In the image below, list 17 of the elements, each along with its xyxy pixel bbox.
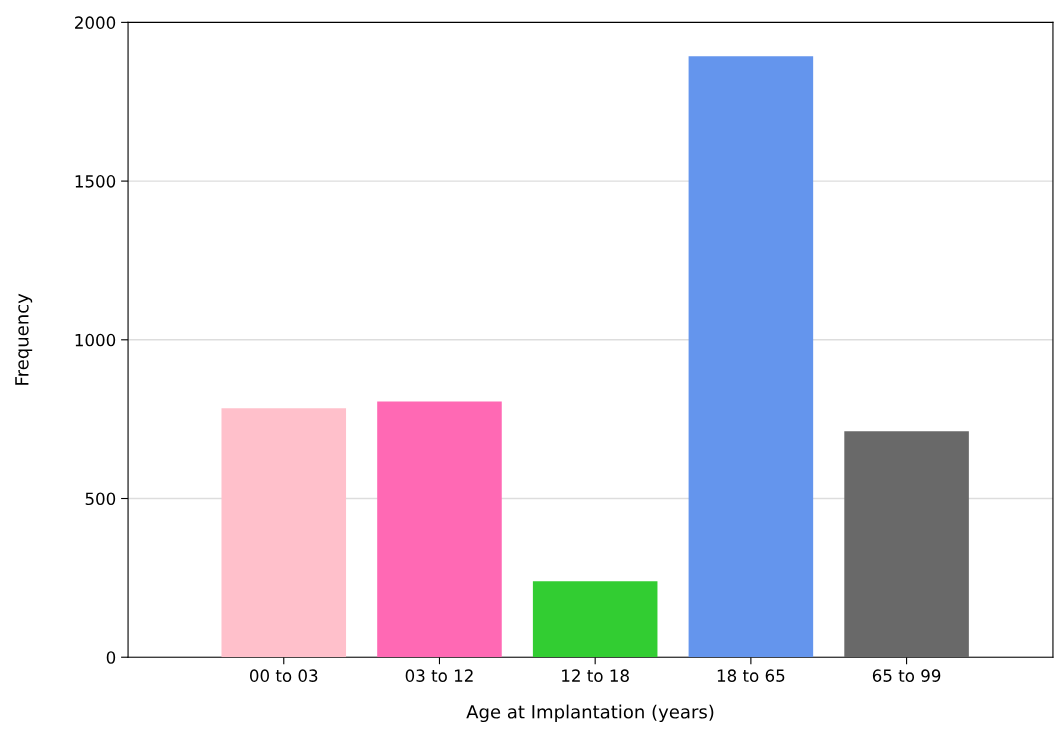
x-tick-label: 12 to 18 [562,669,629,682]
y-tick-label: 1500 [75,175,116,188]
x-tick-label: 18 to 65 [717,669,785,682]
y-tick-label: 2000 [75,16,116,29]
x-tick-label: 65 to 99 [872,669,941,682]
y-axis-title: Frequency [15,293,33,385]
y-tick-label: 1000 [75,333,116,347]
y-tick-label: 0 [106,651,116,664]
x-tick-label: 00 to 03 [249,669,318,682]
bar [532,581,658,658]
y-tick-label: 500 [85,492,116,506]
bar [221,408,347,658]
bar [688,56,814,658]
bar [844,431,969,658]
bar [377,401,502,658]
x-tick-label: 03 to 12 [405,669,473,682]
x-axis-title: Age at Implantation (years) [466,704,714,723]
